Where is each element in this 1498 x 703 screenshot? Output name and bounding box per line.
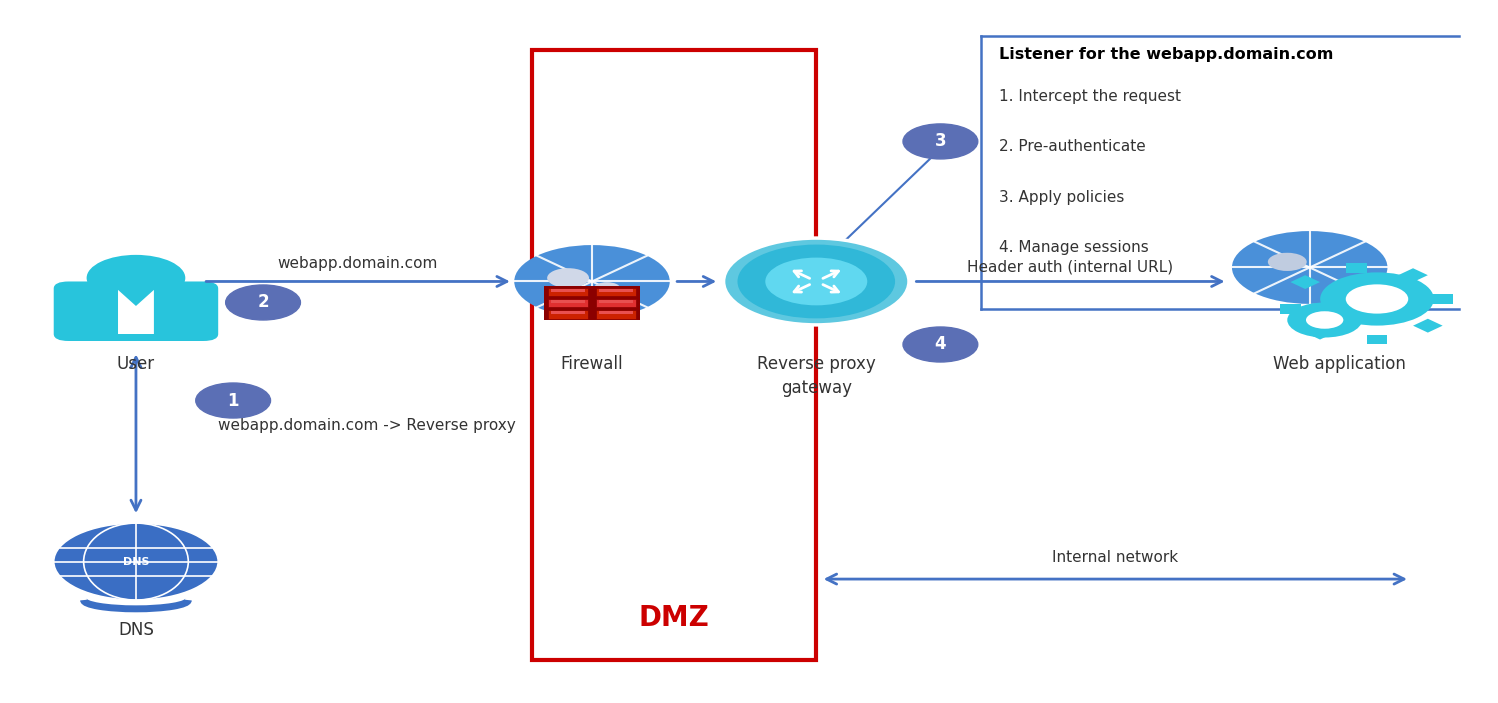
Circle shape: [547, 268, 589, 288]
Circle shape: [1306, 311, 1344, 329]
Text: 2. Pre-authenticate: 2. Pre-authenticate: [999, 139, 1146, 155]
FancyBboxPatch shape: [599, 311, 632, 314]
FancyBboxPatch shape: [596, 299, 635, 307]
Bar: [1398, 269, 1428, 282]
Bar: [1432, 294, 1453, 304]
Circle shape: [226, 285, 301, 320]
Bar: [1305, 325, 1335, 340]
Text: DNS: DNS: [118, 621, 154, 639]
Circle shape: [724, 238, 909, 325]
Text: Header auth (internal URL): Header auth (internal URL): [968, 259, 1173, 274]
Bar: [1413, 318, 1443, 333]
FancyBboxPatch shape: [599, 299, 632, 303]
Text: webapp.domain.com: webapp.domain.com: [277, 256, 439, 271]
Text: DMZ: DMZ: [638, 604, 710, 631]
Circle shape: [593, 282, 620, 295]
Text: DNS: DNS: [123, 557, 150, 567]
Text: webapp.domain.com -> Reverse proxy: webapp.domain.com -> Reverse proxy: [219, 418, 515, 432]
Circle shape: [903, 124, 978, 159]
Circle shape: [196, 383, 271, 418]
FancyBboxPatch shape: [548, 299, 587, 307]
FancyBboxPatch shape: [548, 288, 587, 296]
Circle shape: [87, 255, 186, 301]
FancyBboxPatch shape: [596, 310, 635, 318]
Circle shape: [1345, 284, 1408, 314]
FancyBboxPatch shape: [551, 299, 584, 303]
Bar: [1366, 335, 1387, 344]
FancyBboxPatch shape: [548, 310, 587, 318]
FancyBboxPatch shape: [599, 289, 632, 292]
Text: Web application: Web application: [1273, 355, 1407, 373]
Circle shape: [514, 245, 670, 318]
Text: User: User: [117, 355, 154, 373]
Text: Firewall: Firewall: [560, 355, 623, 373]
Circle shape: [1231, 231, 1387, 304]
Text: 4. Manage sessions: 4. Manage sessions: [999, 240, 1149, 255]
Circle shape: [737, 245, 896, 318]
Bar: [1279, 304, 1300, 314]
Text: 3: 3: [935, 132, 947, 150]
FancyBboxPatch shape: [596, 288, 635, 296]
Circle shape: [54, 523, 219, 600]
FancyBboxPatch shape: [551, 289, 584, 292]
Circle shape: [1320, 272, 1434, 325]
Circle shape: [1287, 302, 1362, 337]
Text: 4: 4: [935, 335, 947, 354]
Text: Listener for the webapp.domain.com: Listener for the webapp.domain.com: [999, 47, 1333, 62]
Polygon shape: [118, 290, 154, 334]
Text: 2: 2: [258, 293, 268, 311]
Circle shape: [765, 257, 867, 305]
FancyBboxPatch shape: [544, 286, 640, 320]
Text: 1: 1: [228, 392, 238, 410]
Circle shape: [903, 327, 978, 362]
Circle shape: [1267, 253, 1306, 271]
Text: Internal network: Internal network: [1052, 550, 1179, 565]
Text: Reverse proxy
gateway: Reverse proxy gateway: [756, 355, 876, 396]
Bar: [1345, 263, 1366, 273]
Bar: [532, 51, 816, 659]
Text: 3. Apply policies: 3. Apply policies: [999, 190, 1124, 205]
Bar: [1290, 275, 1320, 289]
FancyBboxPatch shape: [54, 281, 219, 341]
Text: 1. Intercept the request: 1. Intercept the request: [999, 89, 1180, 104]
FancyBboxPatch shape: [551, 311, 584, 314]
